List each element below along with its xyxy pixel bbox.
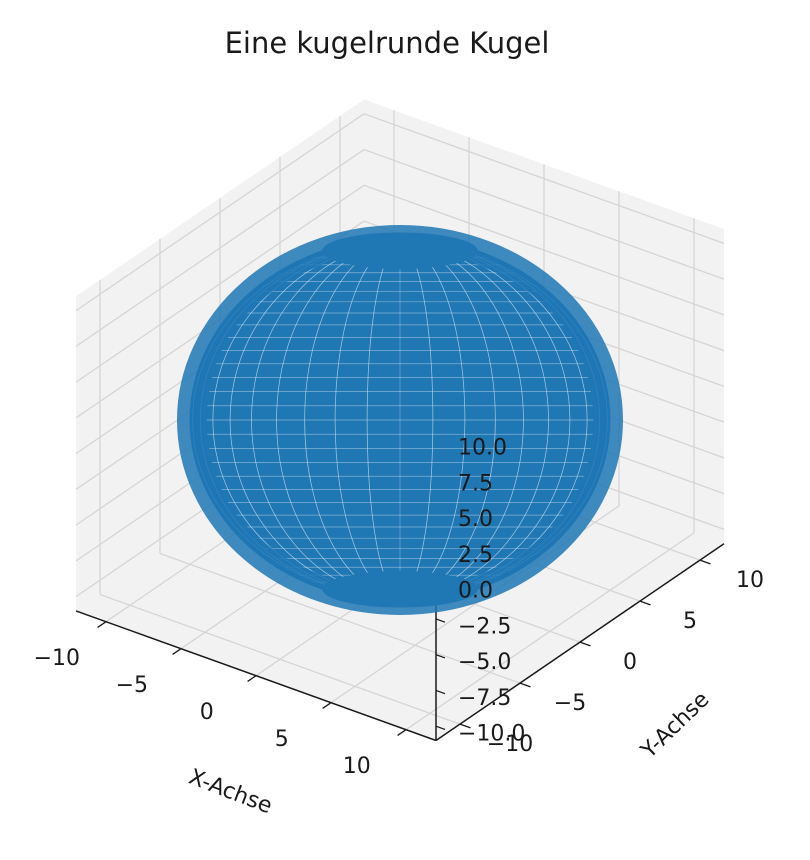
z-tick-mark bbox=[435, 689, 446, 695]
grid-line-left-z bbox=[75, 184, 365, 383]
grid-line-floor-y bbox=[99, 593, 461, 725]
grid-line-left-z bbox=[75, 113, 365, 312]
z-tick-label: −10.0 bbox=[458, 722, 525, 747]
x-tick-label: 0 bbox=[200, 700, 214, 725]
z-tick-label: 10.0 bbox=[458, 436, 507, 461]
z-tick-mark bbox=[435, 725, 446, 731]
z-tick-label: 7.5 bbox=[458, 471, 493, 496]
z-tick-label: −5.0 bbox=[458, 650, 511, 675]
sphere-top-cap bbox=[322, 232, 478, 269]
z-tick-label: 0.0 bbox=[458, 579, 493, 604]
grid-line-back-z bbox=[363, 148, 725, 280]
grid-line-floor-y bbox=[159, 552, 521, 684]
y-axis-label: Y-Achse bbox=[636, 687, 714, 764]
x-tick-label: 5 bbox=[275, 727, 289, 752]
y-tick-mark bbox=[699, 559, 711, 565]
sphere-bottom-cap bbox=[322, 571, 478, 608]
x-axis-label: X-Achse bbox=[185, 765, 275, 820]
z-tick-mark bbox=[435, 654, 446, 659]
z-tick-mark bbox=[435, 618, 446, 623]
x-tick-label: −10 bbox=[34, 646, 80, 671]
y-tick-mark bbox=[639, 600, 651, 606]
grid-line-left-z bbox=[75, 149, 365, 347]
z-tick-label: −2.5 bbox=[458, 614, 511, 639]
x-tick-mark bbox=[172, 648, 182, 655]
chart-title: Eine kugelrunde Kugel bbox=[224, 26, 550, 60]
y-tick-label: 5 bbox=[683, 609, 697, 634]
y-tick-label: −10 bbox=[487, 732, 533, 757]
x-tick-mark bbox=[247, 675, 257, 682]
x-tick-mark bbox=[397, 729, 407, 736]
y-tick-mark bbox=[519, 682, 531, 688]
grid-line-back-z bbox=[363, 184, 725, 316]
tick-labels: −10 −5 0 5 10 −10 −5 0 5 10 −10.0 −7.5 −5.0 −2.5 0.0 2.… bbox=[34, 436, 764, 779]
z-tick-label: 2.5 bbox=[458, 543, 493, 568]
z-tick-label: −7.5 bbox=[458, 686, 511, 711]
z-tick-label: 5.0 bbox=[458, 507, 493, 532]
y-tick-label: −5 bbox=[554, 691, 586, 716]
y-tick-label: 0 bbox=[623, 650, 637, 675]
sphere-wireframe bbox=[177, 225, 623, 615]
grid-line-back-z bbox=[363, 113, 725, 245]
y-tick-mark bbox=[579, 641, 591, 647]
x-tick-mark bbox=[322, 702, 332, 709]
y-tick-label: 10 bbox=[736, 568, 764, 593]
x-tick-label: −5 bbox=[116, 673, 148, 698]
x-tick-mark bbox=[97, 621, 107, 628]
x-tick-label: 10 bbox=[343, 754, 371, 779]
y-tick-mark bbox=[459, 723, 471, 729]
